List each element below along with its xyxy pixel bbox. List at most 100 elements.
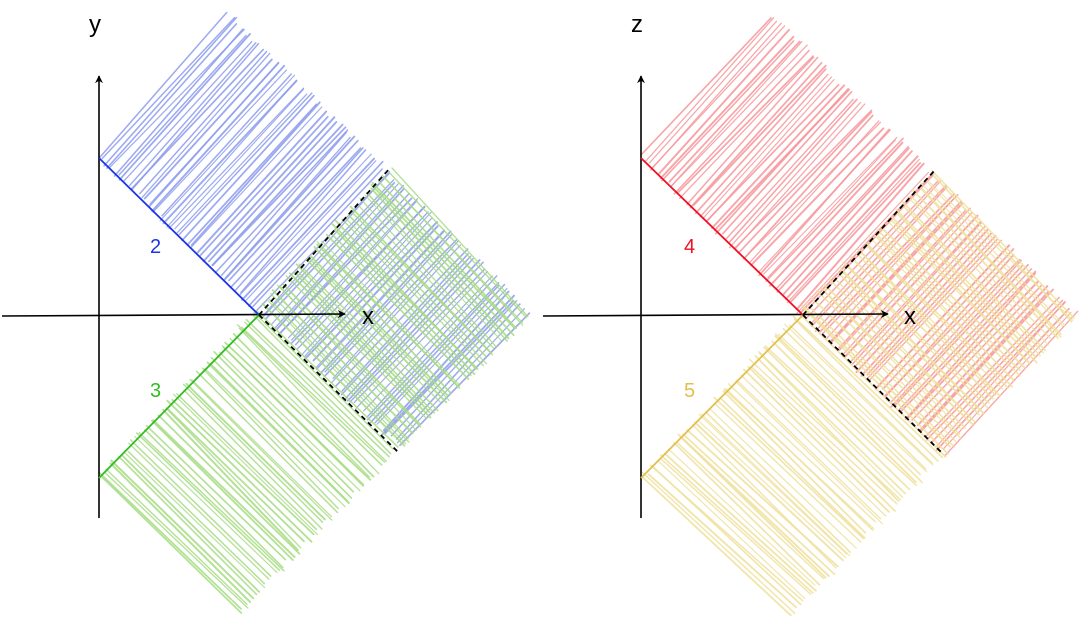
hatch-stroke xyxy=(795,162,925,311)
hatch-stroke xyxy=(190,106,323,248)
hatch-stroke xyxy=(214,129,349,274)
hatch-stroke xyxy=(750,127,885,267)
hatch-stroke xyxy=(209,362,348,502)
hatch-stroke xyxy=(122,41,253,183)
hatch-stroke xyxy=(656,459,806,599)
hatch-stroke xyxy=(289,272,432,419)
hatch-stroke xyxy=(270,292,409,440)
hatch-stroke xyxy=(152,419,296,558)
hatch-stroke xyxy=(183,389,323,530)
hatch-stroke xyxy=(865,242,1014,388)
hatch-stroke xyxy=(333,228,476,376)
left-vertical-axis-label: y xyxy=(89,11,101,38)
hatch-stroke xyxy=(157,414,301,555)
hatch-stroke xyxy=(176,393,318,531)
hatch-stroke xyxy=(206,361,350,504)
hatch-stroke xyxy=(236,324,383,466)
hatch-stroke xyxy=(920,182,1064,327)
hatch-stroke xyxy=(907,196,1050,346)
hatch-stroke xyxy=(121,454,261,593)
hatch-stroke xyxy=(149,62,280,205)
hatch-stroke xyxy=(660,458,812,595)
hatch-stroke xyxy=(713,396,865,540)
hatch-stroke xyxy=(382,175,524,324)
hatch-stroke xyxy=(686,56,819,205)
hatch-stroke xyxy=(849,255,994,400)
hatch-stroke xyxy=(391,167,529,318)
hatch-stroke xyxy=(128,442,270,580)
hatch-stroke xyxy=(213,351,355,493)
hatch-stroke xyxy=(918,185,1062,338)
hatch-stroke xyxy=(691,424,837,569)
hatch-stroke xyxy=(370,183,515,337)
hatch-stroke xyxy=(139,50,268,195)
left-panel: y x 2 3 xyxy=(1,11,531,614)
hatch-stroke xyxy=(138,432,285,572)
hatch-stroke xyxy=(253,311,394,450)
hatch-stroke xyxy=(285,275,428,420)
hatch-stroke xyxy=(241,157,375,301)
hatch-stroke xyxy=(365,191,509,342)
hatch-stroke xyxy=(294,205,426,346)
hatch-stroke xyxy=(189,378,333,521)
hatch-stroke xyxy=(100,475,243,614)
hatch-stroke xyxy=(920,187,1062,335)
hatch-stroke xyxy=(705,83,840,222)
hatch-stroke xyxy=(118,455,258,596)
hatch-stroke xyxy=(698,420,847,559)
hatch-stroke xyxy=(749,120,880,263)
hatch-stroke xyxy=(248,160,384,307)
hatch-stroke xyxy=(786,158,920,304)
hatch-stroke xyxy=(265,181,396,320)
hatch-stroke xyxy=(715,88,849,235)
hatch-stroke xyxy=(130,48,265,190)
hatch-stroke xyxy=(911,188,1059,339)
hatch-stroke xyxy=(694,68,827,215)
hatch-stroke xyxy=(743,121,882,259)
hatch-stroke xyxy=(931,170,1075,319)
hatch-stroke xyxy=(880,226,1026,369)
hatch-stroke xyxy=(166,407,305,543)
hatch-stroke xyxy=(709,408,857,549)
hatch-stroke xyxy=(295,263,439,412)
hatch-stroke xyxy=(395,303,521,440)
hatch-stroke xyxy=(788,324,934,464)
hatch-stroke xyxy=(658,28,790,175)
hatch-stroke xyxy=(172,393,319,536)
hatch-stroke xyxy=(837,271,980,416)
hatch-stroke xyxy=(240,149,367,294)
hatch-stroke xyxy=(855,252,997,396)
hatch-stroke xyxy=(176,93,308,234)
hatch-stroke xyxy=(162,408,299,552)
hatch-stroke xyxy=(720,398,866,539)
hatch-stroke xyxy=(802,307,949,455)
hatch-stroke xyxy=(208,120,338,263)
hatch-stroke xyxy=(145,424,287,561)
hatch-stroke xyxy=(359,197,498,348)
hatch-stroke xyxy=(891,216,1038,364)
hatch-stroke xyxy=(269,298,410,443)
hatch-stroke xyxy=(174,88,305,230)
hatch-stroke xyxy=(728,98,858,244)
hatch-stroke xyxy=(144,429,284,569)
hatch-stroke xyxy=(321,240,461,386)
hatch-stroke xyxy=(224,341,372,481)
right-horizontal-axis-line xyxy=(542,310,889,319)
hatch-stroke xyxy=(774,335,924,484)
hatch-stroke xyxy=(220,131,348,277)
hatch-stroke xyxy=(676,442,825,580)
right-lower-hatched-region xyxy=(641,170,1075,617)
left-lower-boundary-line xyxy=(98,314,260,479)
left-lower-boundary-label: 3 xyxy=(150,380,161,402)
hatch-stroke xyxy=(330,232,472,377)
hatch-stroke xyxy=(659,35,795,180)
hatch-stroke xyxy=(686,429,839,568)
hatch-stroke xyxy=(790,162,922,303)
hatch-stroke xyxy=(399,312,531,447)
hatch-stroke xyxy=(876,229,1021,372)
hatch-stroke xyxy=(699,73,829,218)
hatch-stroke xyxy=(767,139,896,279)
hatch-stroke xyxy=(252,314,392,455)
hatch-stroke xyxy=(358,205,495,349)
